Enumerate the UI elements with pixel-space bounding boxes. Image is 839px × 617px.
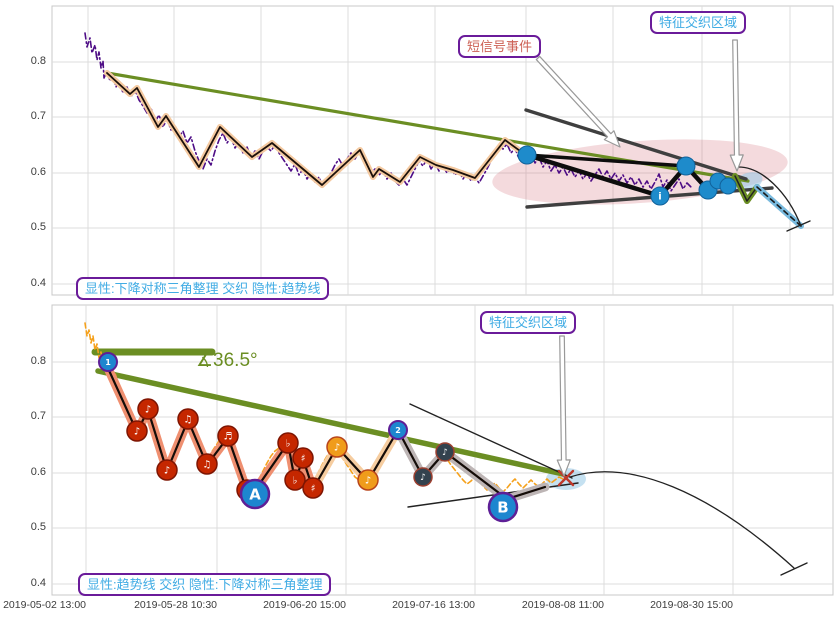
upper-chart-pattern-thick-line-b xyxy=(525,153,688,168)
x-axis-tick: 2019-07-16 13:00 xyxy=(392,599,475,611)
lower-chart-marker xyxy=(326,436,348,458)
lower-chart-ytick: 0.6 xyxy=(30,466,46,478)
lower-chart-marker xyxy=(196,453,218,475)
lower-chart-marker-glyph: A xyxy=(249,485,261,503)
feature-zone-label-bottom: 特征交织区域 xyxy=(480,311,577,334)
lower-chart-marker-glyph: ♭ xyxy=(293,476,298,487)
upper-chart-marker xyxy=(517,145,537,165)
x-axis-tick: 2019-05-28 10:30 xyxy=(134,599,217,611)
lower-chart-marker xyxy=(126,420,148,442)
lower-chart-marker-glyph: ♪ xyxy=(134,427,140,438)
lower-chart-marker-glyph: ♪ xyxy=(145,405,151,416)
upper-chart-feature-zone-arrow-top xyxy=(729,39,744,172)
upper-chart-ytick: 0.4 xyxy=(30,277,46,289)
lower-chart-marker-glyph: ♪ xyxy=(420,473,426,483)
lower-chart-marker xyxy=(177,408,199,430)
lower-chart-marker xyxy=(435,442,455,462)
upper-chart-marker-glyph: i xyxy=(658,192,661,203)
lower-chart-marker-glyph: ♬ xyxy=(224,432,233,443)
short-signal-label: 短信号事件 xyxy=(458,35,542,58)
upper-chart-ytick: 0.8 xyxy=(30,55,46,67)
lower-chart-ytick: 0.5 xyxy=(30,521,46,533)
lower-chart-marker-glyph: ♫ xyxy=(184,415,193,426)
lower-chart-marker-glyph: ♪ xyxy=(334,443,340,454)
lower-chart-forecast-curve-endtick xyxy=(780,562,808,576)
lower-chart-marker xyxy=(388,420,408,440)
x-axis-tick: 2019-05-02 13:00 xyxy=(3,599,86,611)
upper-chart-marker xyxy=(676,156,696,176)
lower-chart-marker-glyph: ♯ xyxy=(311,484,316,495)
lower-chart-x-marker xyxy=(557,469,575,487)
upper-chart-forecast-blue-dashed xyxy=(756,186,802,227)
upper-chart-forecast-curve-endtick xyxy=(786,220,811,232)
lower-chart-marker-glyph: ♭ xyxy=(286,439,291,450)
lower-chart-marker xyxy=(98,352,118,372)
lower-chart-marker-glyph: 2 xyxy=(395,426,401,435)
upper-chart-marker xyxy=(719,177,737,195)
lower-chart-marker xyxy=(156,459,178,481)
lower-chart-marker xyxy=(239,478,271,510)
upper-chart-ytick: 0.6 xyxy=(30,166,46,178)
upper-chart-ytick: 0.5 xyxy=(30,221,46,233)
lower-chart-marker xyxy=(413,467,433,487)
lower-chart-marker xyxy=(137,398,159,420)
x-axis-tick: 2019-08-30 15:00 xyxy=(650,599,733,611)
upper-chart-zigzag-wave xyxy=(106,72,528,186)
lower-chart-marker-glyph: ♪ xyxy=(365,476,371,487)
lower-chart-marker-glyph: 1 xyxy=(105,358,111,367)
lower-chart-marker xyxy=(284,469,306,491)
upper-chart-signal-arrow xyxy=(535,55,621,148)
feature-zone-label-top: 特征交织区域 xyxy=(650,11,747,34)
lower-chart-marker xyxy=(302,477,324,499)
upper-chart-triangle-upper-line xyxy=(524,108,748,181)
upper-chart-forecast-curve xyxy=(736,166,802,227)
lower-chart-forecast-curve xyxy=(569,471,795,569)
lower-chart-ytick: 0.8 xyxy=(30,355,46,367)
lower-chart-marker xyxy=(292,447,314,469)
lower-chart-marker-glyph: ♫ xyxy=(203,460,212,471)
lower-chart-marker-glyph: ♪ xyxy=(442,448,448,458)
angle-annotation: ∡36.5° xyxy=(196,350,258,371)
lower-chart-trendline-green xyxy=(95,368,566,477)
lower-chart-marker-glyph: ♯ xyxy=(301,454,306,465)
lower-chart-marker-glyph: ♪ xyxy=(164,466,170,477)
lower-chart-marker-glyph: B xyxy=(497,498,508,516)
lower-chart-triangle-lower-line xyxy=(407,482,579,508)
x-axis-tick: 2019-08-08 11:00 xyxy=(521,599,604,611)
pattern-caption-bottom: 显性:趋势线 交织 隐性:下降对称三角整理 xyxy=(78,573,332,596)
upper-chart-green-zigzag-end xyxy=(734,175,758,202)
lower-chart-ytick: 0.7 xyxy=(30,410,46,422)
lower-chart-ytick: 0.4 xyxy=(30,577,46,589)
lower-chart-marker xyxy=(357,469,379,491)
upper-chart-marker xyxy=(650,186,670,206)
x-axis-tick: 2019-06-20 15:00 xyxy=(263,599,346,611)
upper-chart-ytick: 0.7 xyxy=(30,110,46,122)
upper-chart-plot-border xyxy=(51,5,834,296)
lower-chart-marker xyxy=(217,425,239,447)
lower-chart-feature-zone-arrow-bottom xyxy=(556,335,571,477)
lower-chart-marker xyxy=(487,491,519,523)
lower-chart-triangle-upper-line xyxy=(409,403,573,479)
lower-chart-marker xyxy=(277,432,299,454)
pattern-caption-top: 显性:下降对称三角整理 交织 隐性:趋势线 xyxy=(76,277,330,300)
